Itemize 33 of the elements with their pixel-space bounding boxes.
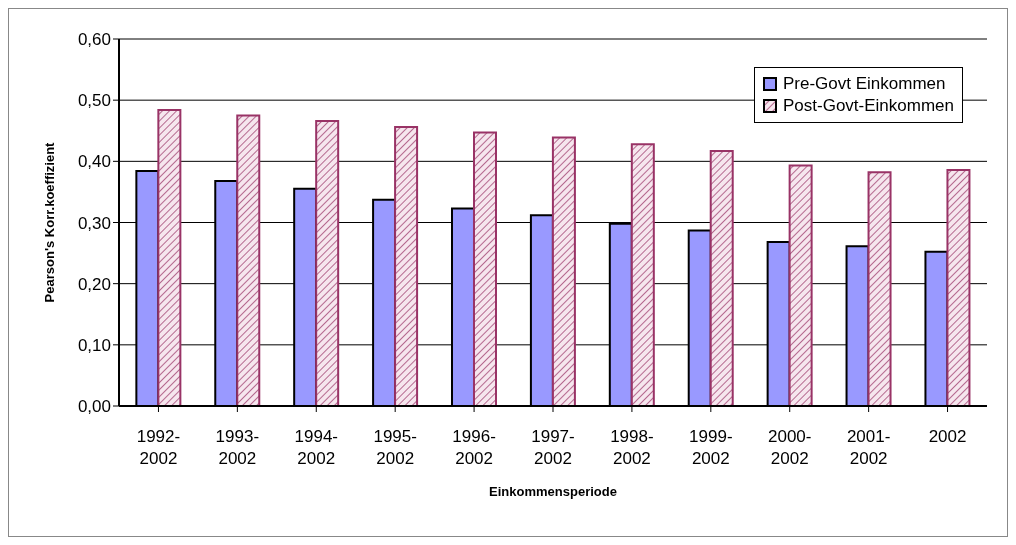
y-tick-label: 0,20	[77, 274, 111, 294]
x-tick-label: 1995-2002	[373, 427, 417, 468]
x-axis-title: Einkommensperiode	[489, 484, 617, 499]
x-tick-label: 2001-2002	[846, 427, 891, 468]
x-tick-label: 1993-2002	[215, 427, 260, 468]
bar	[551, 136, 576, 406]
bar	[394, 126, 419, 406]
legend-label: Post-Govt-Einkommen	[783, 96, 954, 116]
y-tick-label: 0,30	[77, 213, 111, 233]
bar	[630, 143, 655, 406]
bar	[867, 171, 892, 406]
x-tick-label: 1998-2002	[610, 427, 654, 468]
bar	[315, 119, 340, 406]
y-tick-label: 0,60	[77, 30, 111, 50]
y-tick-label: 0,10	[77, 335, 111, 355]
legend-label: Pre-Govt Einkommen	[783, 74, 946, 94]
x-tick-label: 1992-2002	[136, 427, 181, 468]
y-tick-label: 0,50	[77, 91, 111, 111]
y-tick-label: 0,00	[77, 397, 111, 417]
bar	[236, 114, 261, 406]
y-tick-label: 0,40	[77, 152, 111, 172]
x-tick-label: 2000-2002	[767, 427, 812, 468]
bar	[788, 164, 813, 406]
x-tick-label: 1996-2002	[452, 427, 496, 468]
bar	[946, 168, 971, 406]
x-tick-label: 1999-2002	[689, 427, 733, 468]
bar	[473, 131, 497, 406]
x-tick-label: 1997-2002	[531, 427, 575, 468]
y-axis-title: Pearson's Korr.koeffizient	[41, 141, 57, 303]
bar	[157, 108, 182, 406]
x-tick-label: 2002	[928, 427, 967, 446]
x-tick-label: 1994-2002	[294, 427, 339, 468]
bar	[709, 149, 734, 406]
